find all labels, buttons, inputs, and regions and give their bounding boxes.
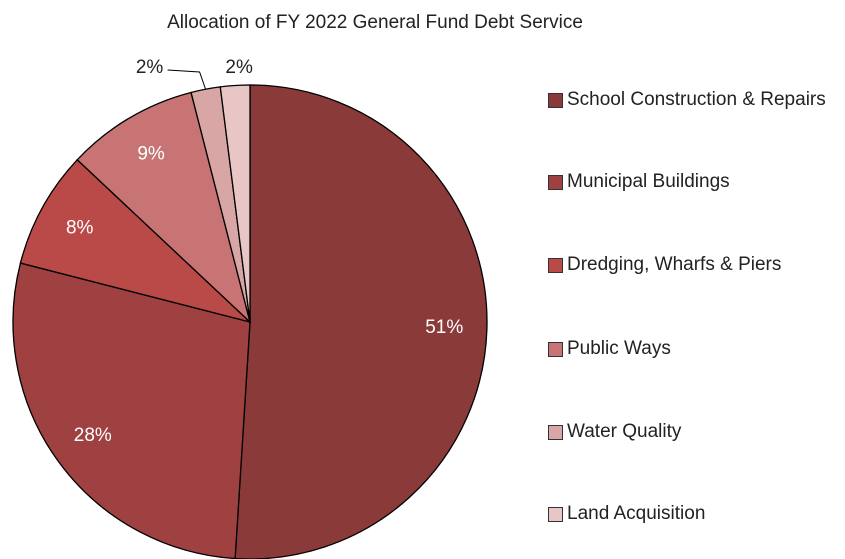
leader-line (167, 69, 207, 90)
legend-swatch (548, 93, 563, 108)
legend-item: School Construction & Repairs (548, 86, 829, 113)
data-label: 9% (137, 144, 165, 165)
legend-swatch (548, 342, 563, 357)
pie-slice (76, 91, 252, 325)
pie-slice (12, 262, 251, 559)
legend-item: Land Acquisition (548, 500, 829, 527)
data-label: 28% (74, 425, 112, 446)
data-label: 2% (225, 57, 253, 78)
legend-swatch (548, 175, 563, 190)
legend-swatch (548, 258, 563, 273)
legend-label: Land Acquisition (567, 503, 706, 524)
data-label: 2% (136, 57, 164, 78)
legend-swatch (548, 507, 563, 522)
data-label: 8% (66, 217, 94, 238)
legend-item: Water Quality (548, 418, 829, 445)
pie-slice (234, 84, 488, 559)
pie-slice (219, 84, 251, 323)
legend-label: School Construction & Repairs (567, 89, 826, 110)
legend-item: Dredging, Wharfs & Piers (548, 251, 829, 278)
legend-item: Public Ways (548, 335, 829, 362)
legend-label: Water Quality (567, 421, 682, 442)
pie-slice (19, 158, 251, 323)
legend-swatch (548, 425, 563, 440)
legend-label: Municipal Buildings (567, 171, 730, 192)
data-label: 51% (425, 317, 463, 338)
legend-label: Dredging, Wharfs & Piers (567, 254, 782, 275)
chart-title: Allocation of FY 2022 General Fund Debt … (167, 12, 583, 33)
legend-label: Public Ways (567, 338, 671, 359)
legend-item: Municipal Buildings (548, 168, 829, 195)
